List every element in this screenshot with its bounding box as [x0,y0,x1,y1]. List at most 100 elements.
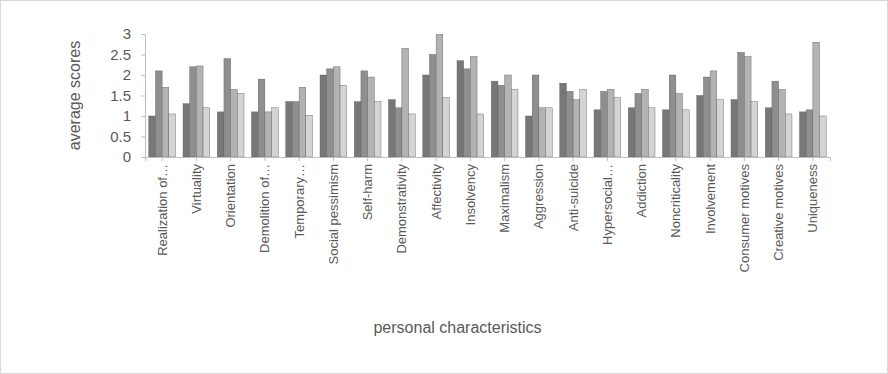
tick-label: Aggression [531,164,546,229]
tick-label: Maximalism [497,164,512,233]
bar [183,104,190,157]
bar [429,55,436,158]
bar [237,93,244,157]
bar [663,110,670,157]
tick: Uniqueness [805,157,820,233]
bar [361,71,368,157]
bar [272,108,279,157]
tick-label: Demolition of… [257,164,272,253]
bar [258,79,265,157]
bar [765,108,772,157]
tick-mark [573,157,574,161]
bar [155,71,162,157]
tick-label: Noncriticality [668,164,683,238]
tick-mark [401,157,402,161]
tick-label: Involvement [703,164,718,234]
bar [402,48,409,157]
tick: Aggression [531,157,546,229]
bar [648,108,655,157]
tick-mark [641,157,642,161]
bar [190,67,197,157]
bar [566,91,573,157]
tick-mark [141,157,145,158]
bar [580,89,587,157]
tick-label: Social pessimism [326,164,341,264]
tick: Demonstrativity [394,157,409,254]
tick: 0 [123,148,145,165]
bar [772,81,779,157]
bar [642,89,649,157]
bar [340,85,347,157]
bar [409,114,416,157]
bar [505,75,512,157]
tick-mark [141,96,145,97]
tick-label: Anti-suicide [566,164,581,231]
tick: 1 [123,107,145,124]
bar [464,69,471,157]
bar [820,116,827,157]
tick: 0.5 [110,128,145,145]
bar [731,100,738,157]
tick: Insolvency [463,157,478,225]
tick-label: Self-harm [360,164,375,220]
tick: 2.5 [110,46,145,63]
bar [511,89,518,157]
tick-label: Affectivity [429,164,444,220]
tick-mark [367,157,368,161]
bar [203,108,210,157]
tick: Temporary… [292,157,307,238]
bar [594,110,601,157]
tick-label: Temporary… [292,164,307,238]
tick-mark [607,157,608,161]
bar [744,57,751,157]
tick-label: Insolvency [463,164,478,226]
bar [423,75,430,157]
tick-mark [141,116,145,117]
bar [546,108,553,157]
tick-label: 1 [123,107,131,124]
tick-mark [299,157,300,161]
tick: Consumer motives [737,157,752,272]
axis-line [141,35,146,158]
bar [717,100,724,157]
bar [703,77,710,157]
tick-label: Demonstrativity [394,164,409,254]
tick-label: Creative motives [771,164,786,261]
tick-label: Orientation [223,164,238,228]
tick-mark [141,137,145,138]
bar [683,110,690,157]
tick-mark [141,55,145,56]
bar [628,108,635,157]
x-axis: Realization of…VirtualityOrientationDemo… [146,157,831,272]
tick-mark [436,157,437,161]
y-axis: 00.511.522.53 [110,25,145,165]
tick: Involvement [703,157,718,234]
bar [368,77,375,157]
bar [149,116,156,157]
bar [813,42,820,157]
series [169,85,826,157]
bar [389,100,396,157]
tick: Affectivity [429,157,444,219]
bar [292,102,299,157]
tick: Hypersocial… [600,157,615,245]
tick: Anti-suicide [566,157,581,231]
bar [532,75,539,157]
tick-mark [744,157,745,161]
tick-label: Consumer motives [737,164,752,273]
bar [614,98,621,157]
tick-mark [230,157,231,161]
tick-label: Hypersocial… [600,164,615,245]
plot: 00.511.522.53Realization of…VirtualityOr… [110,25,830,272]
tick-mark [141,75,145,76]
tick-mark [812,157,813,161]
bar [443,98,450,157]
tick-label: 0 [123,148,131,165]
tick: 3 [123,25,145,42]
tick: Virtuality [189,157,204,214]
bar [560,83,567,157]
tick-label: 3 [123,25,131,42]
tick: Self-harm [360,157,375,220]
tick-mark [333,157,334,161]
tick-mark [675,157,676,161]
